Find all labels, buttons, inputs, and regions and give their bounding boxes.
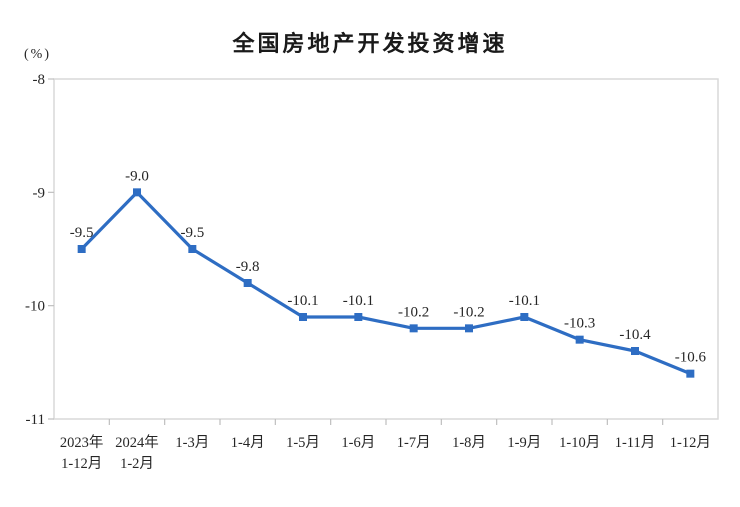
x-axis-category-label: 1-5月	[286, 435, 320, 451]
y-axis-tick-label: -9	[33, 185, 46, 201]
data-point-marker	[299, 313, 307, 321]
data-point-label: -10.1	[509, 293, 540, 309]
data-point-label: -9.8	[236, 259, 260, 275]
data-point-label: -10.3	[564, 316, 595, 332]
data-point-marker	[465, 324, 473, 333]
data-point-marker	[188, 245, 197, 253]
data-point-label: -10.1	[343, 293, 374, 309]
data-point-marker	[631, 347, 639, 355]
data-point-marker	[77, 245, 86, 253]
x-axis-category-label: 2024年 1-2月	[115, 434, 159, 472]
plot-area-frame	[53, 78, 719, 420]
data-point-label: -10.6	[675, 350, 707, 366]
y-axis-tick-label: -8	[33, 72, 46, 88]
data-point-marker	[133, 188, 141, 197]
x-axis-category-label: 1-11月	[615, 435, 656, 451]
x-axis-category-label: 1-3月	[175, 435, 209, 451]
x-axis-category-label: 1-7月	[397, 435, 431, 451]
data-point-label: -10.2	[453, 304, 484, 320]
x-axis-category-label: 1-10月	[559, 435, 600, 451]
y-axis-unit-label: (%)	[24, 47, 51, 62]
data-point-marker	[243, 279, 252, 287]
data-point-marker	[686, 369, 695, 378]
data-point-label: -10.2	[398, 304, 429, 320]
x-axis-category-label: 1-4月	[231, 435, 265, 451]
data-point-marker	[575, 335, 584, 344]
y-axis-tick-label: -10	[25, 299, 45, 315]
x-axis-category-label: 1-6月	[341, 435, 375, 451]
data-point-marker	[354, 313, 363, 321]
data-point-label: -9.5	[70, 225, 94, 241]
data-point-label: -9.0	[125, 168, 149, 184]
data-point-label: -9.5	[180, 225, 204, 241]
x-axis-category-label: 2023年 1-12月	[60, 434, 104, 472]
x-axis-category-label: 1-9月	[507, 435, 541, 451]
x-axis-category-label: 1-8月	[452, 435, 486, 451]
data-point-label: -10.1	[287, 293, 318, 309]
x-axis-category-label: 1-12月	[670, 435, 711, 451]
data-point-label: -10.4	[619, 327, 651, 343]
data-point-marker	[520, 313, 529, 321]
y-axis-tick-label: -11	[26, 412, 45, 428]
chart-title: 全国房地产开发投资增速	[232, 31, 508, 56]
data-point-marker	[409, 324, 418, 333]
series-line	[80, 190, 692, 376]
